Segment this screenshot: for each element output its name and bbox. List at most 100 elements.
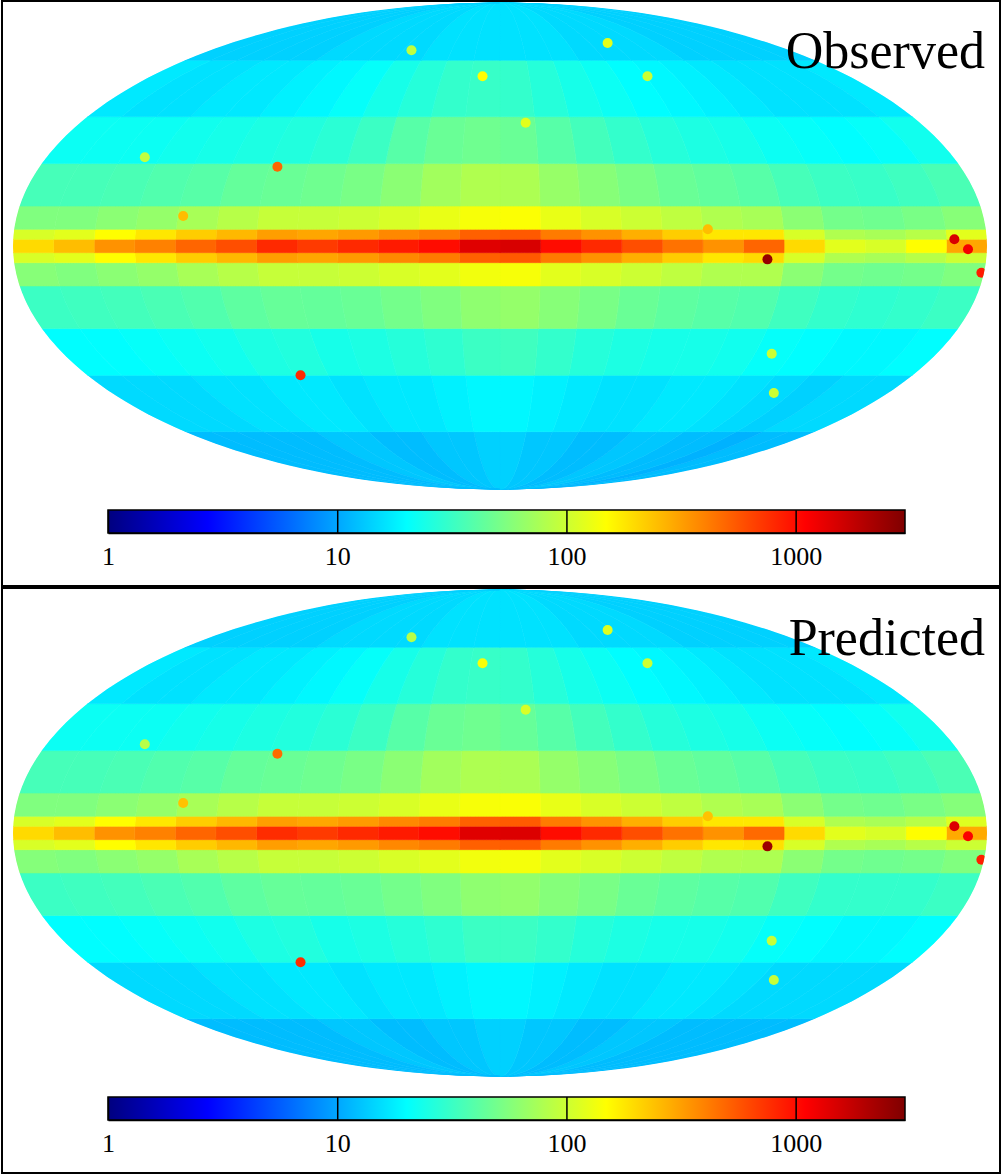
colorbar-tick-line <box>108 510 110 533</box>
sky-cell <box>500 590 526 648</box>
sky-cell <box>538 164 580 206</box>
colorbar-axis-line <box>109 1120 906 1122</box>
sky-cell <box>541 826 582 839</box>
sky-cell <box>500 117 538 164</box>
sky-cell <box>42 915 122 962</box>
colorbar <box>108 1097 905 1120</box>
sky-cell <box>860 263 905 286</box>
sky-cell <box>540 816 581 826</box>
point-source <box>976 268 986 278</box>
sky-cell <box>257 840 298 850</box>
colorbar-axis-line <box>109 533 906 535</box>
sky-cell <box>743 229 784 239</box>
sky-cell <box>13 239 54 252</box>
colorbar-tick-label: 100 <box>547 1129 586 1158</box>
sky-cell <box>824 840 865 850</box>
sky-cell <box>298 263 340 286</box>
sky-cell <box>500 1019 763 1077</box>
sky-cell <box>378 840 419 850</box>
sky-cell <box>660 793 702 816</box>
sky-cell <box>338 206 380 229</box>
sky-cell <box>500 816 541 826</box>
sky-cell <box>653 873 700 915</box>
sky-cell <box>662 229 703 239</box>
sky-cell <box>460 263 500 286</box>
sky-cell <box>780 850 824 873</box>
sky-map <box>13 590 987 1077</box>
colorbar-tick: 100 <box>547 510 586 571</box>
sky-cell <box>780 793 824 816</box>
sky-cell <box>581 229 622 239</box>
sky-cell <box>500 3 658 61</box>
sky-cell <box>459 826 500 839</box>
sky-cell <box>419 229 460 239</box>
sky-cell <box>500 647 534 703</box>
sky-cell <box>743 816 784 826</box>
colorbar-tick-label: 100 <box>547 542 586 571</box>
sky-cell <box>459 253 500 263</box>
sky-cell <box>825 826 866 839</box>
point-source <box>272 749 282 759</box>
sky-cell <box>500 263 540 286</box>
sky-cell <box>217 206 260 229</box>
sky-cell <box>622 826 663 839</box>
sky-cell <box>865 239 906 252</box>
point-source <box>603 38 613 48</box>
sky-cell <box>338 793 380 816</box>
sky-cell <box>419 850 460 873</box>
sky-cell <box>20 286 80 328</box>
sky-cell <box>55 206 100 229</box>
sky-cell <box>135 239 176 252</box>
sky-cell <box>703 826 744 839</box>
sky-cell <box>500 3 553 61</box>
sky-cell <box>783 840 824 850</box>
sky-cell <box>13 253 54 263</box>
sky-cell <box>740 793 783 816</box>
sky-cell <box>500 3 789 61</box>
sky-cell <box>185 432 500 490</box>
sky-cell <box>460 793 500 816</box>
sky-cell <box>54 229 95 239</box>
panel-frame <box>2 588 1000 1173</box>
sky-cell <box>87 647 211 703</box>
colorbar-axis: 1101001000 <box>102 510 906 571</box>
sky-cell <box>783 816 824 826</box>
sky-cell <box>905 229 946 239</box>
point-source <box>642 658 652 668</box>
sky-cell <box>945 253 986 263</box>
sky-cell <box>13 229 54 239</box>
sky-cell <box>297 816 338 826</box>
sky-cell <box>55 793 100 816</box>
sky-cell <box>135 826 176 839</box>
sky-cell <box>94 229 135 239</box>
sky-cell <box>95 793 140 816</box>
sky-cell <box>136 793 180 816</box>
colorbar-tick-label: 1 <box>102 542 115 571</box>
sky-cell <box>419 840 460 850</box>
sky-cell <box>94 826 135 839</box>
sky-cell <box>55 263 100 286</box>
sky-cell <box>500 286 540 328</box>
sky-cell <box>740 206 783 229</box>
sky-cell <box>615 873 661 915</box>
sky-cell <box>298 850 340 873</box>
sky-cell <box>216 253 257 263</box>
sky-cell <box>175 229 216 239</box>
sky-cell <box>257 263 300 286</box>
sky-cell <box>419 816 460 826</box>
sky-cell <box>860 850 905 873</box>
sky-cell <box>820 793 864 816</box>
sky-cell <box>379 263 420 286</box>
sky-cell <box>662 826 703 839</box>
sky-cell <box>540 229 581 239</box>
sky-cell <box>702 840 743 850</box>
sky-cell <box>662 253 703 263</box>
colorbar-tick-line <box>795 510 797 533</box>
sky-cell <box>581 826 622 839</box>
sky-cell <box>54 239 95 252</box>
sky-cell <box>380 873 424 915</box>
sky-cell <box>743 239 784 252</box>
point-source <box>769 975 779 985</box>
sky-cell <box>500 826 541 839</box>
sky-cell <box>615 751 661 793</box>
